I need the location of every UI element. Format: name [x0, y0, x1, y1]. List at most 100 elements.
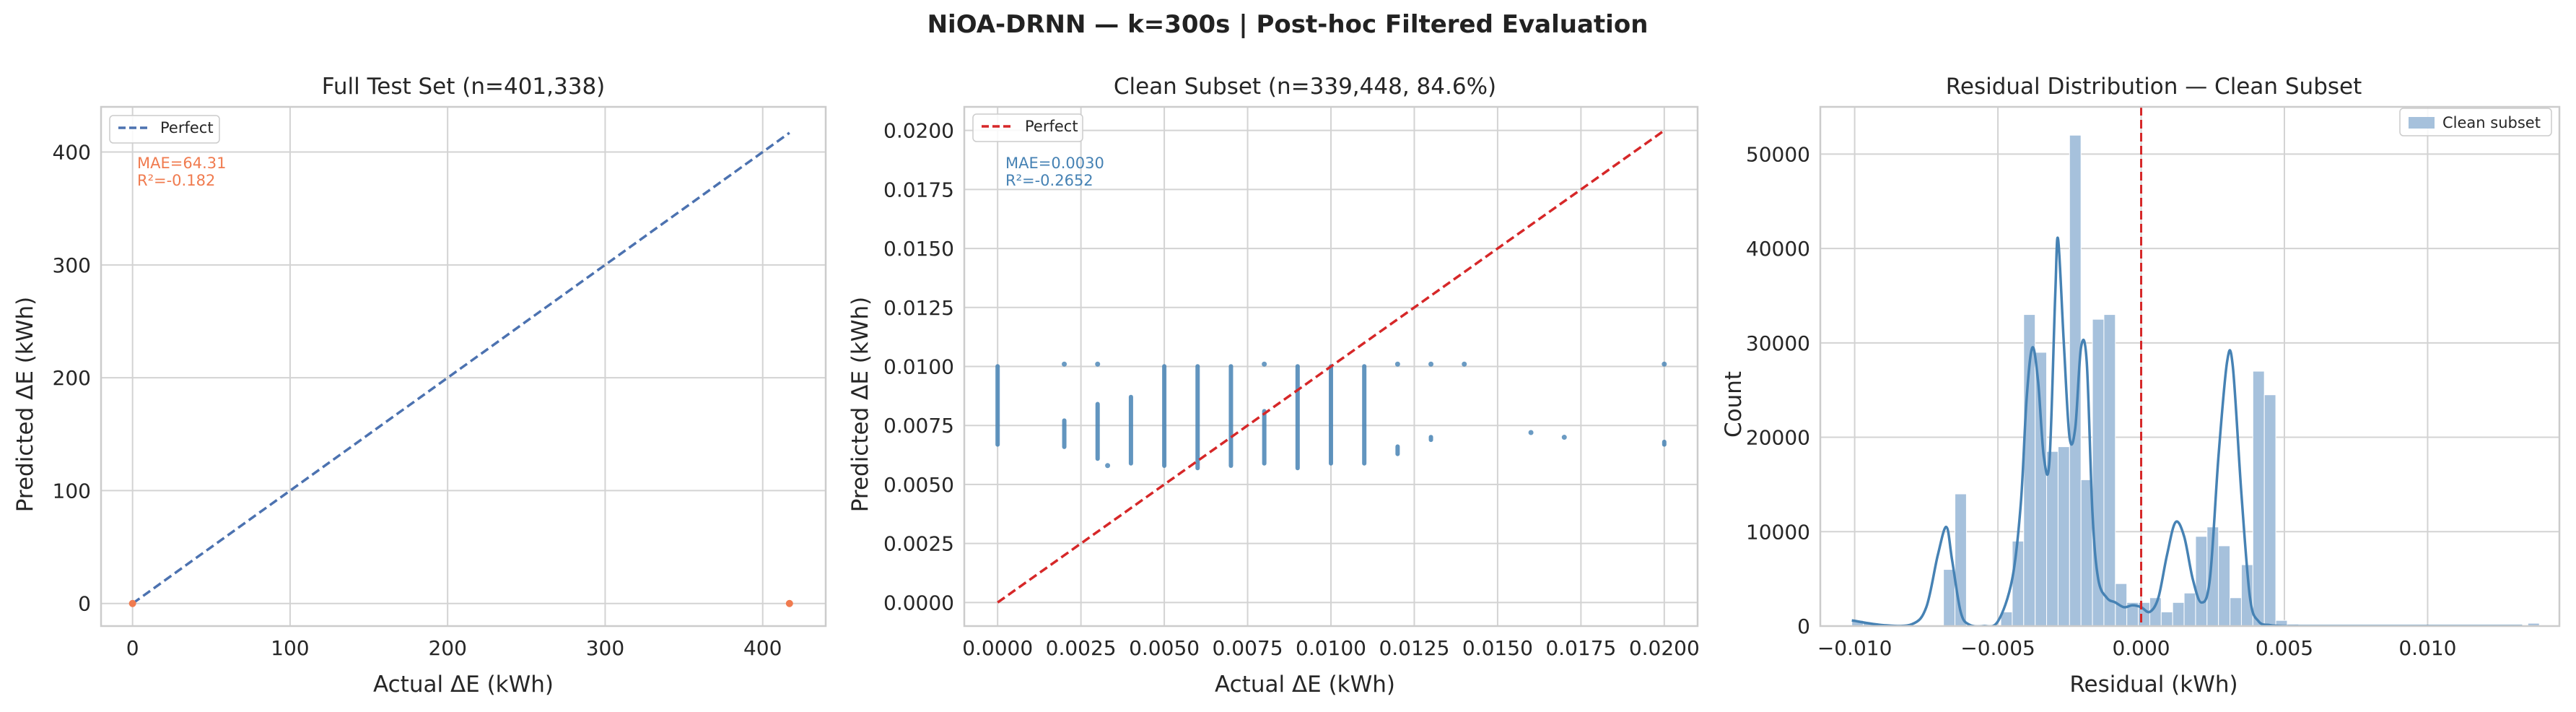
y-tick-label: 0.0025: [883, 532, 954, 556]
panel-residual-distribution-ylabel: Count: [1721, 371, 1747, 438]
panel-full-test-set-ylabel: Predicted ΔE (kWh): [12, 297, 38, 512]
y-tick-label: 10000: [1746, 520, 1810, 544]
x-tick-label: 0.010: [2398, 636, 2456, 660]
legend-frame: [2399, 108, 2552, 136]
histogram-bar: [2527, 622, 2540, 626]
scatter-point-column: [1128, 394, 1133, 466]
y-tick-label: 0.0150: [883, 237, 954, 261]
scatter-point-column: [1262, 409, 1267, 466]
annotation-r2: R²=-0.182: [137, 172, 215, 189]
panel-clean-subset-xlabel: Actual ΔE (kWh): [1215, 672, 1395, 698]
histogram-bar: [2218, 545, 2231, 626]
scatter-point-column: [1228, 364, 1234, 469]
x-tick-label: 0.005: [2256, 636, 2313, 660]
figure-suptitle: NiOA-DRNN — k=300s | Post-hoc Filtered E…: [927, 10, 1649, 39]
x-tick-label: 0.0125: [1379, 636, 1449, 660]
y-tick-label: 200: [53, 366, 91, 390]
x-tick-label: 0.0025: [1046, 636, 1117, 660]
panel-clean-subset-ylabel: Predicted ΔE (kWh): [847, 297, 873, 512]
panel-full-test-set-data: [128, 131, 793, 607]
panel-residual-distribution-grid: [1820, 107, 2559, 627]
y-tick-label: 0.0125: [883, 296, 954, 320]
axes-frame: [1819, 105, 2561, 628]
histogram-bar: [2012, 540, 2025, 626]
scatter-point: [785, 599, 793, 607]
panel-full-test-set-title: Full Test Set (n=401,338): [322, 74, 606, 100]
histogram-bar: [2275, 620, 2288, 626]
scatter-point: [1428, 361, 1434, 367]
histogram-bar: [2172, 602, 2185, 626]
histogram-bar: [2035, 352, 2048, 626]
histogram-bar: [2230, 597, 2242, 626]
scatter-point: [1105, 463, 1111, 469]
scatter-point: [1462, 361, 1467, 367]
y-tick-label: 300: [53, 253, 91, 277]
x-tick-label: 0.0100: [1296, 636, 1366, 660]
scatter-point-column: [1395, 444, 1400, 456]
x-tick-label: −0.005: [1960, 636, 2035, 660]
y-tick-label: 50000: [1746, 142, 1810, 166]
scatter-point-column: [1162, 364, 1167, 469]
y-tick-label: 40000: [1746, 237, 1810, 261]
histogram-bar: [2046, 451, 2058, 626]
scatter-point-column: [1329, 364, 1333, 466]
y-tick-label: 100: [53, 479, 91, 503]
histogram-bar: [2252, 370, 2265, 626]
scatter-point-column: [995, 364, 1000, 447]
scatter-point: [1561, 435, 1567, 440]
panel-residual-distribution-legend: Clean subset: [2399, 108, 2552, 136]
histogram-bar: [2195, 536, 2208, 626]
y-tick-label: 0.0050: [883, 473, 954, 497]
panel-full-test-set-grid: [101, 107, 826, 626]
legend-label-perfect: Perfect: [160, 119, 214, 136]
y-tick-label: 0.0075: [883, 414, 954, 438]
scatter-point: [128, 599, 136, 607]
histogram-bar: [2263, 394, 2276, 626]
scatter-point-column: [1095, 401, 1100, 461]
scatter-point-column: [1362, 364, 1367, 466]
panel-residual-distribution-title: Residual Distribution — Clean Subset: [1946, 74, 2362, 100]
x-tick-label: 300: [586, 636, 624, 660]
panel-residual-distribution-ticks: −0.010 −0.005 0.000 0.005 0.010 0 10000 20000 30…: [1746, 105, 2561, 660]
x-tick-label: 0.0075: [1213, 636, 1283, 660]
scatter-point-column: [1295, 364, 1300, 471]
histogram-bar: [2057, 446, 2070, 626]
kde-curve: [1851, 236, 2523, 626]
y-tick-label: 0.0100: [883, 355, 954, 379]
annotation-r2: R²=-0.2652: [1005, 172, 1093, 189]
histogram-bar: [2183, 592, 2196, 626]
y-tick-label: 20000: [1746, 426, 1810, 450]
panel-residual-distribution: Residual Distribution — Clean Subset Res…: [1721, 74, 2561, 698]
panel-full-test-set-ticks: 0 100 200 300 400 0 100 200 300 400: [53, 105, 827, 660]
panel-clean-subset-ticks: 0.0000 0.0025 0.0050 0.0075 0.0100 0.0125 0.01…: [883, 105, 1700, 660]
histogram-bar: [2160, 611, 2173, 626]
panel-clean-subset-title: Clean Subset (n=339,448, 84.6%): [1114, 74, 1496, 100]
x-tick-label: −0.010: [1817, 636, 1892, 660]
panel-clean-subset: Clean Subset (n=339,448, 84.6%) Actual Δ…: [847, 74, 1700, 698]
legend-frame: [972, 113, 1083, 142]
panel-full-test-set: Full Test Set (n=401,338) Actual ΔE (kWh…: [12, 74, 827, 698]
legend-label-clean-subset: Clean subset: [2442, 114, 2541, 131]
x-tick-label: 0: [126, 636, 139, 660]
y-tick-label: 0.0200: [883, 119, 954, 143]
panel-clean-subset-grid: [964, 107, 1698, 626]
scatter-point-column: [1062, 418, 1067, 449]
scatter-point-column: [1662, 439, 1667, 447]
x-tick-label: 0.0150: [1462, 636, 1533, 660]
panel-full-test-set-xlabel: Actual ΔE (kWh): [373, 672, 554, 698]
perfect-line: [131, 131, 790, 605]
y-tick-label: 0.0000: [883, 591, 954, 615]
panel-clean-subset-annotation: MAE=0.0030 R²=-0.2652: [1005, 155, 1104, 189]
x-tick-label: 0.0200: [1629, 636, 1700, 660]
perfect-line: [997, 129, 1665, 604]
legend-label-perfect: Perfect: [1025, 118, 1078, 135]
x-tick-label: 0.0050: [1129, 636, 1200, 660]
panel-clean-subset-legend: Perfect: [972, 113, 1083, 142]
scatter-point: [1394, 361, 1400, 367]
scatter-point: [1528, 430, 1534, 435]
scatter-point-column: [1195, 364, 1200, 471]
panel-residual-distribution-xlabel: Residual (kWh): [2069, 672, 2237, 698]
annotation-mae: MAE=64.31: [137, 155, 226, 172]
histogram-bar: [2103, 314, 2116, 626]
legend-frame: [109, 115, 220, 144]
